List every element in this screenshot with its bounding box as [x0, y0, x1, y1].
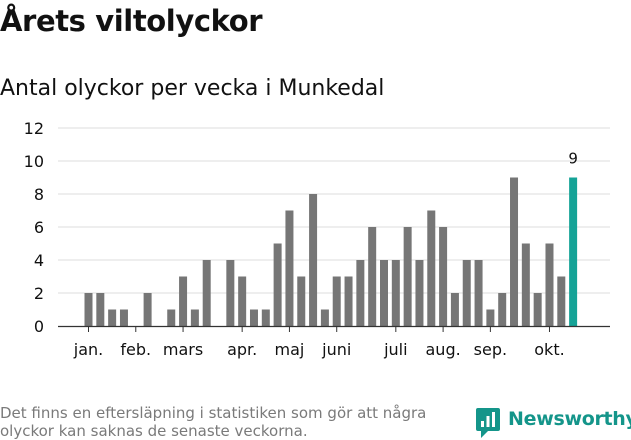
bar [533, 293, 542, 326]
bar [119, 309, 128, 326]
y-tick-label: 2 [34, 284, 44, 303]
bar [521, 243, 530, 326]
bar [332, 276, 341, 326]
bar [545, 243, 554, 326]
brand-logo: Newsworthy [476, 407, 631, 439]
x-tick-label: jan. [73, 340, 103, 359]
bar [297, 276, 306, 326]
bar [226, 260, 235, 326]
bar [474, 260, 483, 326]
x-tick-label: apr. [227, 340, 257, 359]
y-tick-label: 6 [34, 218, 44, 237]
bar [96, 293, 105, 326]
bar [202, 260, 211, 326]
x-tick-label: mars [163, 340, 203, 359]
bar [368, 227, 377, 326]
highlight-bar [569, 177, 578, 326]
x-tick-label: aug. [426, 340, 461, 359]
bar [557, 276, 566, 326]
bar-chart: 0 2 4 6 8 10 12 jan. feb. mars apr. maj juni juli aug.… [24, 119, 610, 359]
x-tick-label: juli [383, 340, 407, 359]
chart-title: Årets viltolyckor [0, 4, 263, 38]
bar [380, 260, 388, 326]
y-tick-label: 12 [24, 119, 44, 138]
bar [356, 260, 365, 326]
bar [190, 309, 199, 326]
bar [439, 227, 448, 326]
bar [403, 227, 412, 326]
x-tick-label: sep. [474, 340, 507, 359]
highlight-data-label: 9 [568, 150, 578, 168]
bar [273, 243, 282, 326]
bar [415, 260, 424, 326]
bar [249, 309, 258, 326]
bar [261, 309, 270, 326]
x-tick-label: feb. [120, 340, 151, 359]
bar [450, 293, 459, 326]
x-tick-label: juni [321, 340, 351, 359]
x-tick-label: okt. [534, 340, 564, 359]
chart-subtitle: Antal olyckor per vecka i Munkedal [0, 76, 385, 101]
bar [391, 260, 400, 326]
x-tick-label: maj [275, 340, 305, 359]
bar [285, 210, 294, 326]
bar [238, 276, 247, 326]
bar [344, 276, 353, 326]
y-tick-label: 0 [34, 317, 44, 336]
y-tick-label: 10 [24, 152, 44, 171]
y-tick-label: 4 [34, 251, 44, 270]
brand-name: Newsworthy [508, 408, 631, 430]
bar [498, 293, 507, 326]
bar [427, 210, 436, 326]
bar [510, 177, 519, 326]
bar [179, 276, 188, 326]
bar [84, 293, 93, 326]
bar [143, 293, 152, 326]
bar [309, 194, 318, 326]
bar [108, 309, 117, 326]
bar [167, 309, 176, 326]
bar [320, 309, 329, 326]
newsworthy-logo-icon [476, 408, 500, 438]
bar [486, 309, 495, 326]
y-tick-label: 8 [34, 185, 44, 204]
bar [462, 260, 471, 326]
footnote: Det finns en eftersläpning i statistiken… [0, 404, 427, 440]
